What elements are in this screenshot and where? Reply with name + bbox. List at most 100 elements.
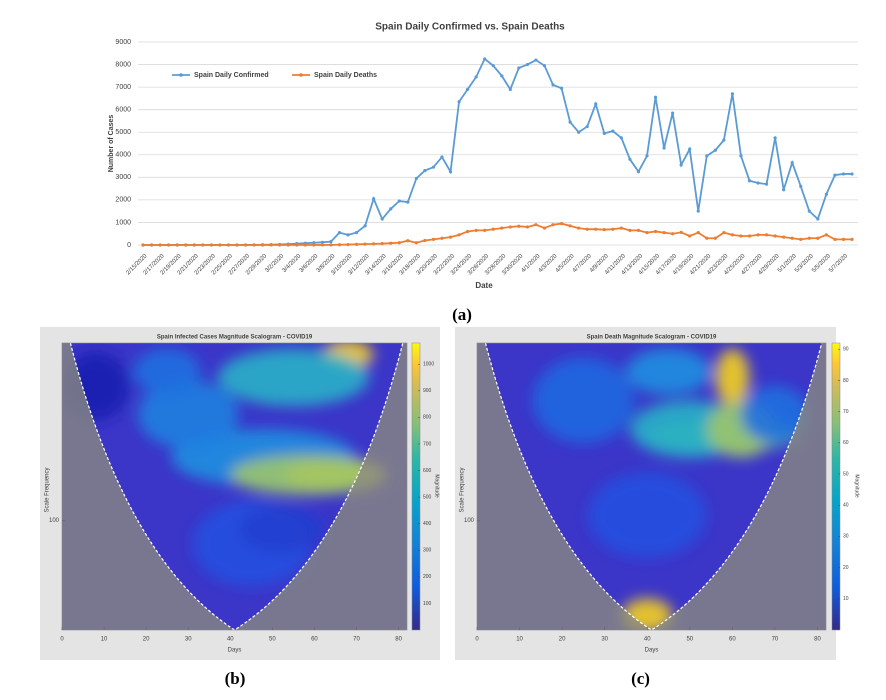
colorbar-tick-label: 10 [843,596,849,602]
colorbar [411,342,421,631]
data-point [491,227,495,231]
data-point [790,236,794,240]
data-point [346,242,350,247]
colorbar-tick-label: 600 [423,468,432,474]
colorbar-tick-label: 40 [843,503,849,509]
data-point [278,243,282,247]
data-point [764,182,769,186]
magnitude-region [230,454,382,496]
data-point [474,228,478,232]
magnitude-region [238,506,323,553]
x-tick-label: 40 [644,637,651,643]
data-point [671,111,675,115]
data-point [679,230,683,234]
data-point [389,241,393,245]
data-point [551,83,555,87]
data-point [705,236,709,240]
magnitude-region [532,357,635,444]
data-point [747,234,752,238]
data-point [619,136,623,140]
data-point [773,136,777,140]
data-point [483,57,487,61]
colorbar-tick-label: 60 [843,440,849,446]
data-point [739,234,743,238]
data-point [688,234,692,238]
plot-frame [61,342,408,631]
cone-shade [62,343,407,630]
data-point [303,243,307,247]
data-point [380,217,384,221]
data-point [636,228,641,232]
data-point [337,230,342,235]
legend-marker [299,73,303,77]
y-tick-label: 9000 [115,39,131,46]
caption: (a) [452,305,472,324]
colorbar-tick-label: 80 [843,378,849,384]
data-point [730,92,735,96]
data-point [628,157,632,161]
x-tick-label: 40 [227,637,234,643]
x-tick-label: 0 [60,637,64,643]
data-point [466,229,470,234]
colorbar-tick-label: 900 [423,388,432,394]
legend-marker [179,73,183,77]
data-point [141,243,145,247]
data-point [696,209,700,213]
data-point [158,243,162,247]
caption: (b) [225,669,246,688]
data-point [474,75,478,79]
data-point [252,243,256,247]
data-point [372,197,376,201]
data-point [790,161,794,165]
data-point [816,236,820,240]
data-point [192,243,196,247]
x-tick-label: 0 [475,637,479,643]
y-tick-label: 7000 [115,84,131,91]
y-tick-label: 8000 [115,61,131,68]
data-point [175,243,179,247]
data-point [833,173,837,177]
colorbar-tick-label: 800 [423,415,432,421]
data-point [269,243,273,247]
y-tick-label: 6000 [115,107,131,114]
data-point [525,62,529,67]
data-point [662,146,666,150]
data-point [585,124,589,129]
x-tick-label: 60 [729,637,736,643]
colorbar-tick-label: 90 [843,347,849,353]
chart-title: Spain Death Magnitude Scalogram - COVID1… [587,335,717,341]
x-tick-label: 80 [814,637,821,643]
data-point [636,170,641,174]
data-point [713,236,717,240]
data-point [671,232,675,236]
colorbar [831,342,841,631]
data-point [568,120,572,124]
data-point [354,230,359,235]
colorbar-tick-label: 30 [843,534,849,540]
data-point [534,58,538,62]
data-point [354,242,359,246]
data-point [397,199,401,203]
data-point [824,192,828,196]
magnitude-region [587,472,707,559]
data-point [850,172,854,176]
magnitude-region [133,348,201,395]
data-point [756,181,760,185]
data-point [807,236,811,240]
data-point [448,170,453,174]
data-point [799,184,803,188]
y-tick-label: 5000 [115,129,131,136]
data-point [568,224,572,228]
data-point [201,243,205,247]
legend-label: Spain Daily Confirmed [194,72,269,79]
data-point [722,138,726,142]
data-point [559,221,564,226]
data-point [730,233,735,237]
colorbar-tick-label: 300 [423,548,432,554]
plot-frame [476,342,827,631]
data-point [372,242,376,246]
magnitude-region [740,386,809,444]
data-point [816,217,820,221]
